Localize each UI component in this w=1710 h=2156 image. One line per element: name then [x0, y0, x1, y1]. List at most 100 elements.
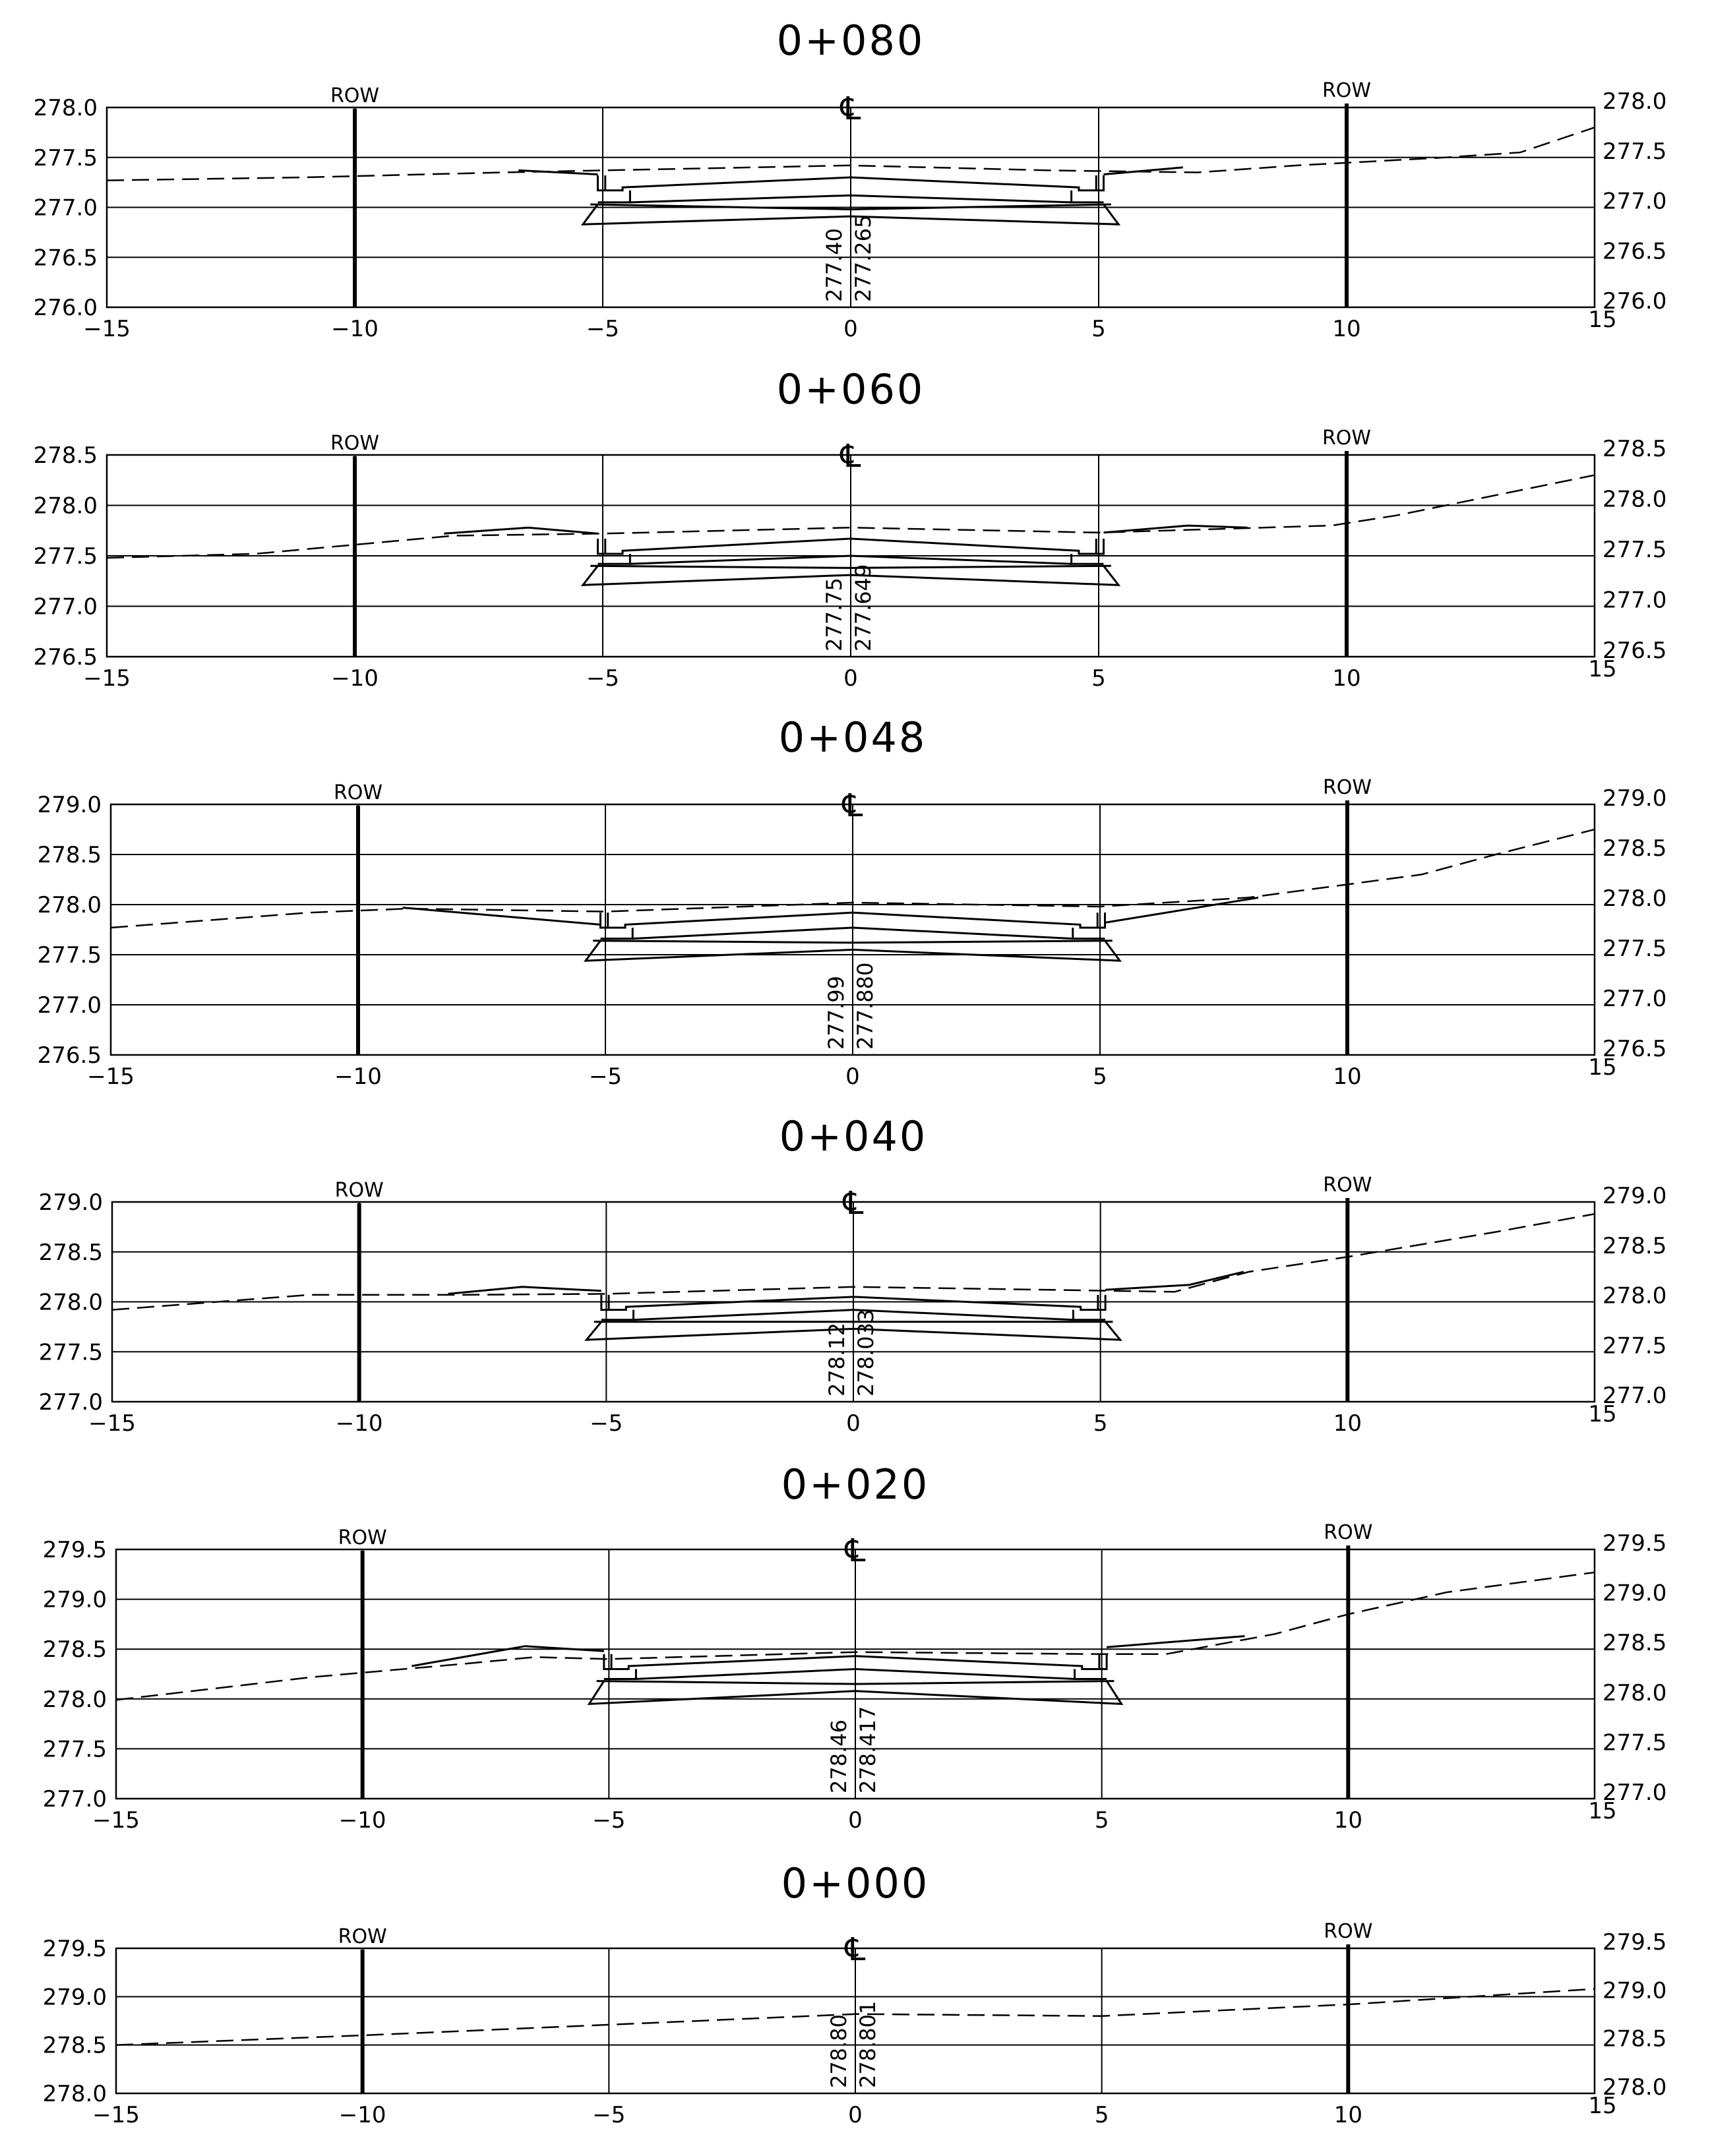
- y-tick-label-right: 277.0: [1603, 189, 1666, 215]
- y-tick-label-left: 277.0: [43, 1786, 107, 1812]
- pavement-bottom: [636, 1667, 1075, 1681]
- y-tick-label-left: 278.0: [34, 95, 98, 121]
- row-label: ROW: [1323, 776, 1372, 799]
- y-tick-label-right: 277.5: [1603, 936, 1666, 962]
- existing-ground-line: [106, 474, 1595, 559]
- centerline-elevation-label: 278.801: [855, 2001, 880, 2088]
- centerline-symbol: ℄: [845, 1532, 866, 1569]
- x-tick-label: 0: [848, 2102, 863, 2128]
- existing-ground-line: [115, 1988, 1595, 2046]
- y-tick-label-right: 279.5: [1603, 1929, 1666, 1956]
- x-tick-label: 5: [1091, 316, 1106, 342]
- row-label: ROW: [334, 781, 382, 804]
- y-tick-label-left: 277.5: [34, 145, 98, 171]
- pavement-bottom: [633, 1309, 1074, 1321]
- existing-ground-line: [115, 1571, 1595, 1701]
- road-section: [580, 175, 1121, 225]
- section-panel-0+060: 0+060 276.5 276.5 277.0 277.0 277.5 277.5 278.0…: [34, 365, 1667, 692]
- y-tick-label-right: 278.5: [1603, 1630, 1666, 1656]
- y-tick-label-right: 277.0: [1603, 1383, 1666, 1409]
- y-tick-label-left: 277.0: [39, 1389, 103, 1416]
- road-section: [580, 537, 1121, 586]
- x-tick-label: 5: [1095, 2102, 1109, 2128]
- centerline-elevation-label: 277.880: [853, 963, 878, 1050]
- x-tick-label: −15: [92, 2102, 140, 2128]
- x-tick-label: −10: [331, 316, 379, 342]
- y-tick-label-right: 276.5: [1603, 1036, 1666, 1062]
- station-title: 0+020: [781, 1460, 930, 1509]
- x-tick-label: 15: [1588, 2093, 1616, 2119]
- existing-ground-line: [106, 127, 1595, 181]
- x-tick-label: −10: [334, 1063, 382, 1090]
- y-tick-label-right: 277.5: [1603, 1729, 1666, 1756]
- y-tick-label-right: 276.0: [1603, 288, 1666, 314]
- y-tick-label-right: 279.0: [1603, 1580, 1666, 1607]
- y-tick-label-left: 278.5: [43, 2033, 107, 2059]
- centerline-elevation-label: 278.417: [855, 1706, 880, 1793]
- x-tick-label: −5: [586, 665, 619, 692]
- y-tick-label-left: 279.5: [43, 1936, 107, 1962]
- y-tick-label-left: 279.0: [43, 1587, 107, 1613]
- y-tick-label-left: 279.0: [43, 1984, 107, 2010]
- x-tick-label: −10: [339, 1807, 386, 1834]
- centerline-symbol: ℄: [840, 90, 861, 127]
- base-course-top: [593, 940, 1113, 944]
- y-tick-label-left: 276.5: [38, 1042, 102, 1069]
- station-title: 0+080: [777, 16, 925, 65]
- x-tick-label: 5: [1093, 1063, 1107, 1090]
- x-tick-label: 15: [1588, 1798, 1616, 1824]
- section-panel-0+020: 0+020 277.0 277.0 277.5 277.5 278.0 278.0 278.5…: [43, 1460, 1667, 1834]
- y-tick-label-left: 278.0: [39, 1290, 103, 1316]
- pavement-bottom: [632, 926, 1073, 940]
- base-course-bottom: [583, 940, 1122, 962]
- y-tick-label-right: 279.5: [1603, 1530, 1666, 1557]
- x-tick-label: 0: [843, 316, 858, 342]
- y-tick-label-right: 278.0: [1603, 88, 1666, 115]
- existing-ground-line: [111, 1213, 1595, 1311]
- centerline-symbol: ℄: [840, 438, 861, 475]
- centerline-symbol: ℄: [845, 1931, 866, 1968]
- design-ground-line: [1103, 166, 1183, 175]
- x-tick-label: 10: [1333, 1063, 1361, 1090]
- y-tick-label-left: 277.0: [34, 195, 98, 222]
- x-tick-label: 5: [1093, 1410, 1108, 1437]
- base-course-bottom: [580, 204, 1121, 225]
- centerline-elevation-label: 277.649: [851, 564, 876, 651]
- x-tick-label: 15: [1588, 656, 1616, 682]
- x-tick-label: −15: [88, 1410, 136, 1437]
- x-tick-label: −5: [592, 1807, 625, 1834]
- y-tick-label-left: 279.5: [43, 1537, 107, 1563]
- base-course-bottom: [584, 1321, 1122, 1341]
- row-label: ROW: [1323, 1174, 1372, 1197]
- x-tick-label: 10: [1334, 1807, 1362, 1834]
- existing-ground-line: [110, 828, 1595, 929]
- centerline-elevation-label: 277.265: [851, 215, 876, 302]
- road-section: [587, 1654, 1124, 1706]
- design-ground-line: [518, 169, 598, 175]
- design-ground-line: [402, 907, 601, 926]
- y-tick-label-left: 279.0: [38, 792, 102, 818]
- station-title: 0+048: [779, 713, 927, 762]
- base-course-top: [590, 564, 1111, 569]
- row-label: ROW: [335, 1179, 384, 1202]
- base-course-bottom: [580, 565, 1121, 586]
- row-label: ROW: [338, 1526, 387, 1549]
- y-tick-label-left: 277.5: [38, 942, 102, 969]
- y-tick-label-right: 276.5: [1603, 238, 1666, 264]
- x-tick-label: 0: [843, 665, 858, 692]
- station-title: 0+000: [781, 1859, 930, 1907]
- design-ground-line: [448, 1286, 601, 1295]
- y-tick-label-left: 276.0: [34, 295, 98, 321]
- centerline-elevation-label: 278.46: [826, 1720, 851, 1793]
- x-tick-label: −15: [92, 1807, 140, 1834]
- y-tick-label-left: 277.5: [34, 543, 98, 570]
- x-tick-label: −15: [87, 1063, 135, 1090]
- x-tick-label: 5: [1091, 665, 1106, 692]
- centerline-elevation-label: 278.033: [853, 1309, 878, 1396]
- y-tick-label-left: 278.5: [39, 1240, 103, 1266]
- y-tick-label-left: 278.5: [38, 842, 102, 868]
- x-tick-label: −5: [592, 2102, 625, 2128]
- x-tick-label: −15: [83, 665, 131, 692]
- section-panel-0+048: 0+048 276.5 276.5 277.0 277.0 277.5 277.5 278.0…: [38, 713, 1667, 1090]
- y-tick-label-right: 277.5: [1603, 138, 1666, 165]
